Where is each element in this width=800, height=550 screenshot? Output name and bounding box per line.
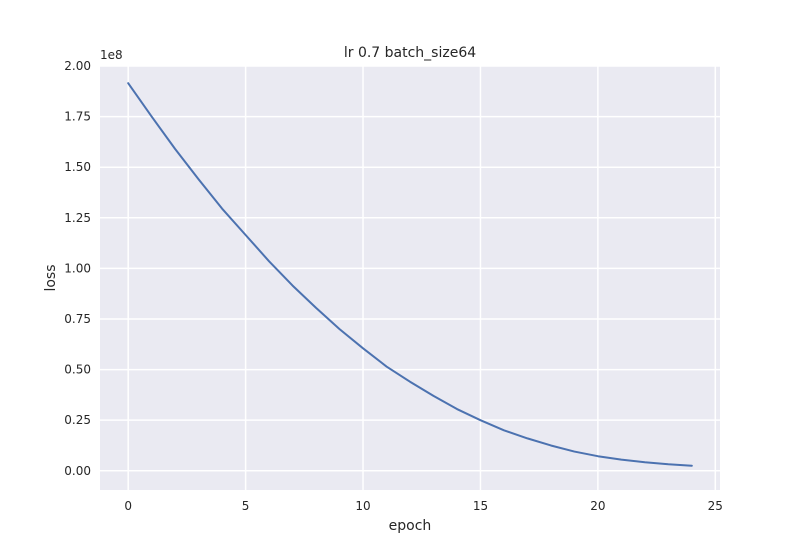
y-tick-labels: 0.00 0.25 0.50 0.75 1.00 1.25 1.50 1.75 2.00 [64,59,91,478]
y-tick-label: 1.50 [64,160,91,174]
y-tick-label: 0.00 [64,464,91,478]
y-tick-label: 0.25 [64,413,91,427]
chart-title: lr 0.7 batch_size64 [344,45,476,61]
y-tick-label: 1.25 [64,211,91,225]
x-tick-label: 20 [590,499,605,513]
y-tick-label: 0.50 [64,363,91,377]
y-tick-label: 0.75 [64,312,91,326]
x-tick-label: 5 [242,499,250,513]
y-axis-multiplier: 1e8 [100,48,123,62]
x-tick-labels: 0 5 10 15 20 25 [124,499,723,513]
x-tick-label: 0 [124,499,132,513]
y-axis-label: loss [43,264,59,291]
series-line [127,82,693,467]
grid-lines [100,65,720,490]
x-tick-label: 25 [708,499,723,513]
plot-area [100,66,720,490]
y-tick-label: 2.00 [64,59,91,73]
y-tick-label: 1.00 [64,261,91,275]
series-layer [127,82,693,467]
x-tick-label: 15 [473,499,488,513]
x-axis-label: epoch [389,518,432,534]
y-tick-label: 1.75 [64,110,91,124]
x-tick-label: 10 [355,499,370,513]
